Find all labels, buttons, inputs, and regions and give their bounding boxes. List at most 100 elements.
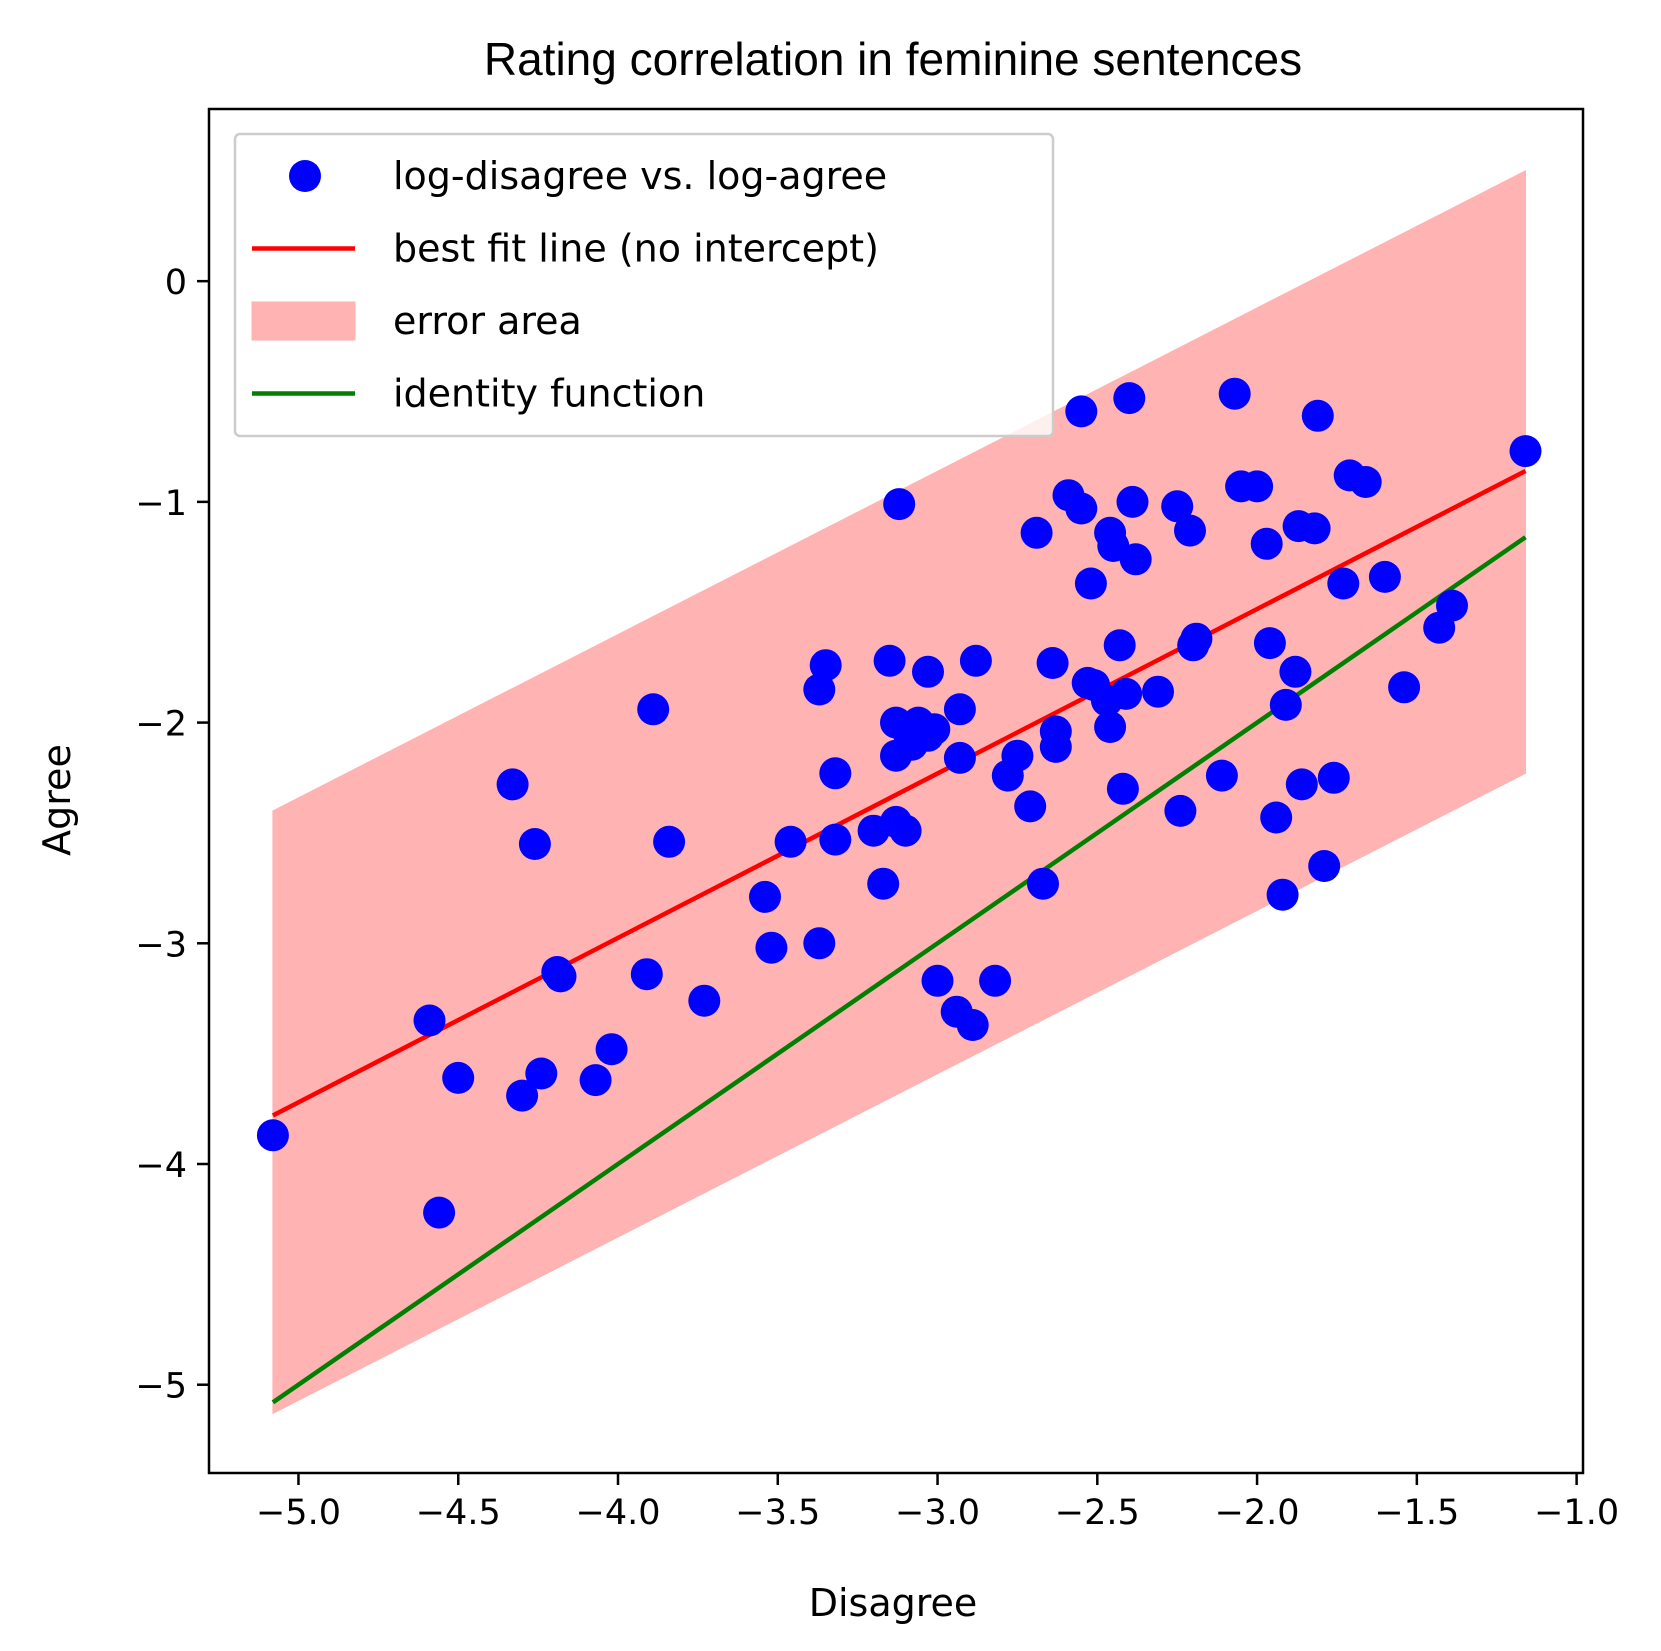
data-point — [1368, 560, 1401, 593]
legend: log-disagree vs. log-agree best fit line … — [233, 132, 1055, 438]
data-point — [912, 655, 944, 688]
data-point — [1253, 627, 1286, 660]
data-point — [943, 693, 976, 726]
data-point — [1241, 470, 1274, 503]
data-point — [442, 1061, 475, 1094]
data-point — [1349, 466, 1382, 498]
x-axis-label: Disagree — [809, 1581, 978, 1625]
data-point — [1250, 527, 1283, 560]
best-fit-line — [271, 468, 1527, 1118]
data-point — [1180, 622, 1213, 655]
data-point — [653, 825, 686, 858]
data-point — [956, 1009, 989, 1041]
data-point — [867, 867, 900, 900]
legend-label: error area — [393, 299, 582, 343]
data-point — [749, 880, 781, 913]
data-point — [1301, 399, 1334, 432]
data-point — [496, 768, 529, 801]
data-point — [544, 960, 577, 993]
x-tick-label: −2.5 — [1055, 1493, 1140, 1533]
data-point — [959, 644, 992, 677]
data-point — [1065, 395, 1098, 428]
data-point — [1074, 567, 1107, 600]
data-point — [873, 644, 906, 677]
y-tick-label: 0 — [165, 263, 187, 303]
data-point — [918, 713, 951, 746]
data-point — [1436, 589, 1468, 622]
data-point — [1388, 671, 1421, 704]
data-point — [809, 649, 842, 682]
x-tick-label: −4.0 — [576, 1493, 661, 1533]
data-point — [1116, 485, 1149, 518]
axes: −5.0 −4.5 −4.0 −3.5 −3.0 −2.5 −2.0 −1.5 −1.0 0 −1 −… — [135, 107, 1619, 1533]
plot-area — [256, 169, 1542, 1415]
data-point — [595, 1033, 628, 1066]
data-point — [637, 693, 670, 726]
data-point — [774, 825, 807, 858]
y-tick-label: −2 — [135, 705, 187, 745]
data-point — [1279, 655, 1312, 688]
data-point — [889, 814, 922, 847]
data-point — [1001, 739, 1034, 772]
data-point — [819, 823, 852, 856]
data-point — [883, 488, 916, 521]
data-point — [413, 1004, 446, 1037]
data-point — [1094, 711, 1127, 743]
data-point — [943, 741, 976, 774]
x-tick-label: −1.0 — [1534, 1493, 1619, 1533]
data-point — [1039, 730, 1072, 763]
data-point — [579, 1064, 612, 1097]
data-point — [1327, 567, 1360, 600]
data-point — [1014, 790, 1047, 823]
data-point — [1065, 492, 1098, 525]
data-point — [1266, 878, 1299, 911]
x-tick-label: −1.5 — [1374, 1493, 1459, 1533]
legend-label: identity function — [393, 372, 705, 416]
data-point — [1164, 794, 1197, 827]
data-point — [979, 964, 1012, 997]
x-tick-label: −3.0 — [895, 1493, 980, 1533]
data-point — [506, 1079, 539, 1112]
x-tick-label: −2.0 — [1215, 1493, 1300, 1533]
data-point — [1027, 867, 1059, 900]
legend-marker-icon — [289, 160, 321, 192]
data-point — [755, 931, 788, 964]
x-tick-label: −4.5 — [416, 1493, 501, 1533]
chart-title: Rating correlation in feminine sentences — [484, 33, 1302, 85]
data-point — [1106, 772, 1139, 805]
data-point — [1317, 761, 1350, 794]
data-point — [1020, 516, 1053, 549]
data-point — [1103, 629, 1136, 662]
data-point — [819, 757, 852, 790]
data-point — [1142, 675, 1174, 708]
data-point — [1298, 512, 1331, 545]
data-point — [256, 1119, 289, 1152]
data-point — [1205, 759, 1238, 792]
data-point — [525, 1057, 558, 1090]
data-point — [1509, 435, 1542, 468]
data-point — [1269, 688, 1302, 721]
y-tick-label: −3 — [135, 925, 187, 965]
legend-box — [233, 132, 1055, 438]
data-point — [1036, 647, 1069, 679]
data-point — [803, 927, 836, 960]
data-point — [688, 984, 721, 1017]
legend-label: log-disagree vs. log-agree — [393, 154, 887, 198]
data-point — [1113, 382, 1146, 415]
x-tick-label: −5.0 — [256, 1493, 341, 1533]
data-point — [518, 828, 551, 860]
data-point — [1285, 768, 1318, 801]
y-tick-label: −4 — [135, 1146, 187, 1186]
data-point — [1308, 850, 1341, 882]
plot-frame — [207, 107, 1585, 1475]
data-point — [1119, 543, 1152, 576]
identity-line — [271, 535, 1527, 1405]
legend-patch-icon — [251, 301, 356, 341]
data-point — [423, 1196, 456, 1229]
x-tick-label: −3.5 — [735, 1493, 820, 1533]
y-tick-label: −5 — [135, 1367, 187, 1407]
data-point — [1161, 490, 1194, 523]
y-tick-label: −1 — [135, 484, 187, 524]
data-point — [803, 673, 836, 706]
